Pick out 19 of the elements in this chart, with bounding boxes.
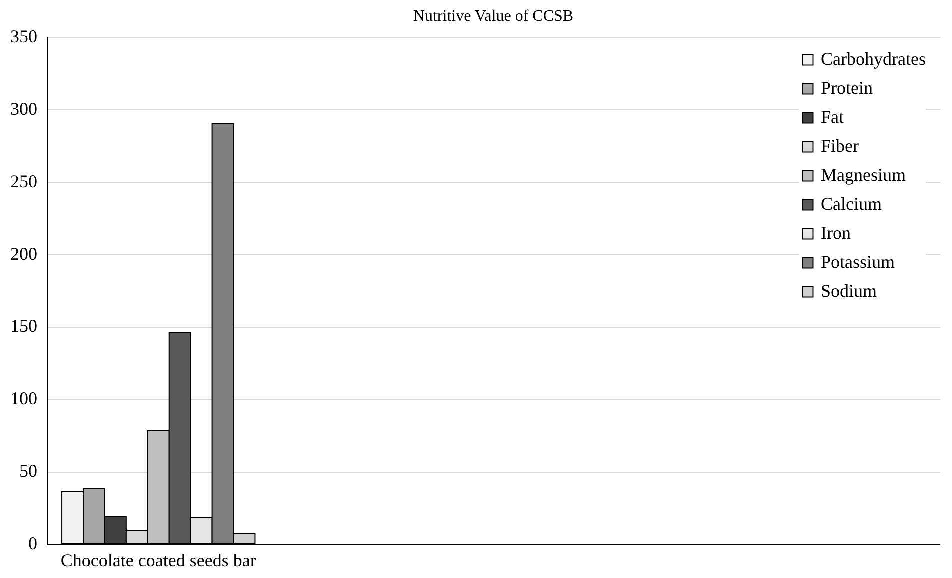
legend-label: Fat (821, 107, 844, 127)
legend-label: Magnesium (821, 165, 906, 185)
y-tick-label: 0 (28, 534, 38, 554)
y-tick-label: 200 (10, 244, 38, 264)
x-tick-label: Chocolate coated seeds bar (60, 550, 256, 570)
y-tick-label: 50 (20, 461, 38, 482)
legend-label: Protein (821, 78, 873, 98)
legend-label: Calcium (821, 194, 882, 214)
legend-label: Sodium (821, 281, 878, 301)
legend-label: Iron (821, 223, 851, 243)
y-tick-label: 150 (10, 316, 38, 336)
legend-label: Carbohydrates (821, 49, 926, 69)
y-tick-label: 350 (10, 26, 38, 46)
legend-label: Fiber (821, 136, 859, 156)
legend-label: Potassium (821, 252, 896, 272)
chart-title: Nutritive Value of CCSB (413, 8, 574, 25)
y-tick-label: 300 (10, 98, 38, 119)
y-tick-label: 100 (10, 388, 38, 409)
y-tick-label: 250 (10, 171, 38, 192)
